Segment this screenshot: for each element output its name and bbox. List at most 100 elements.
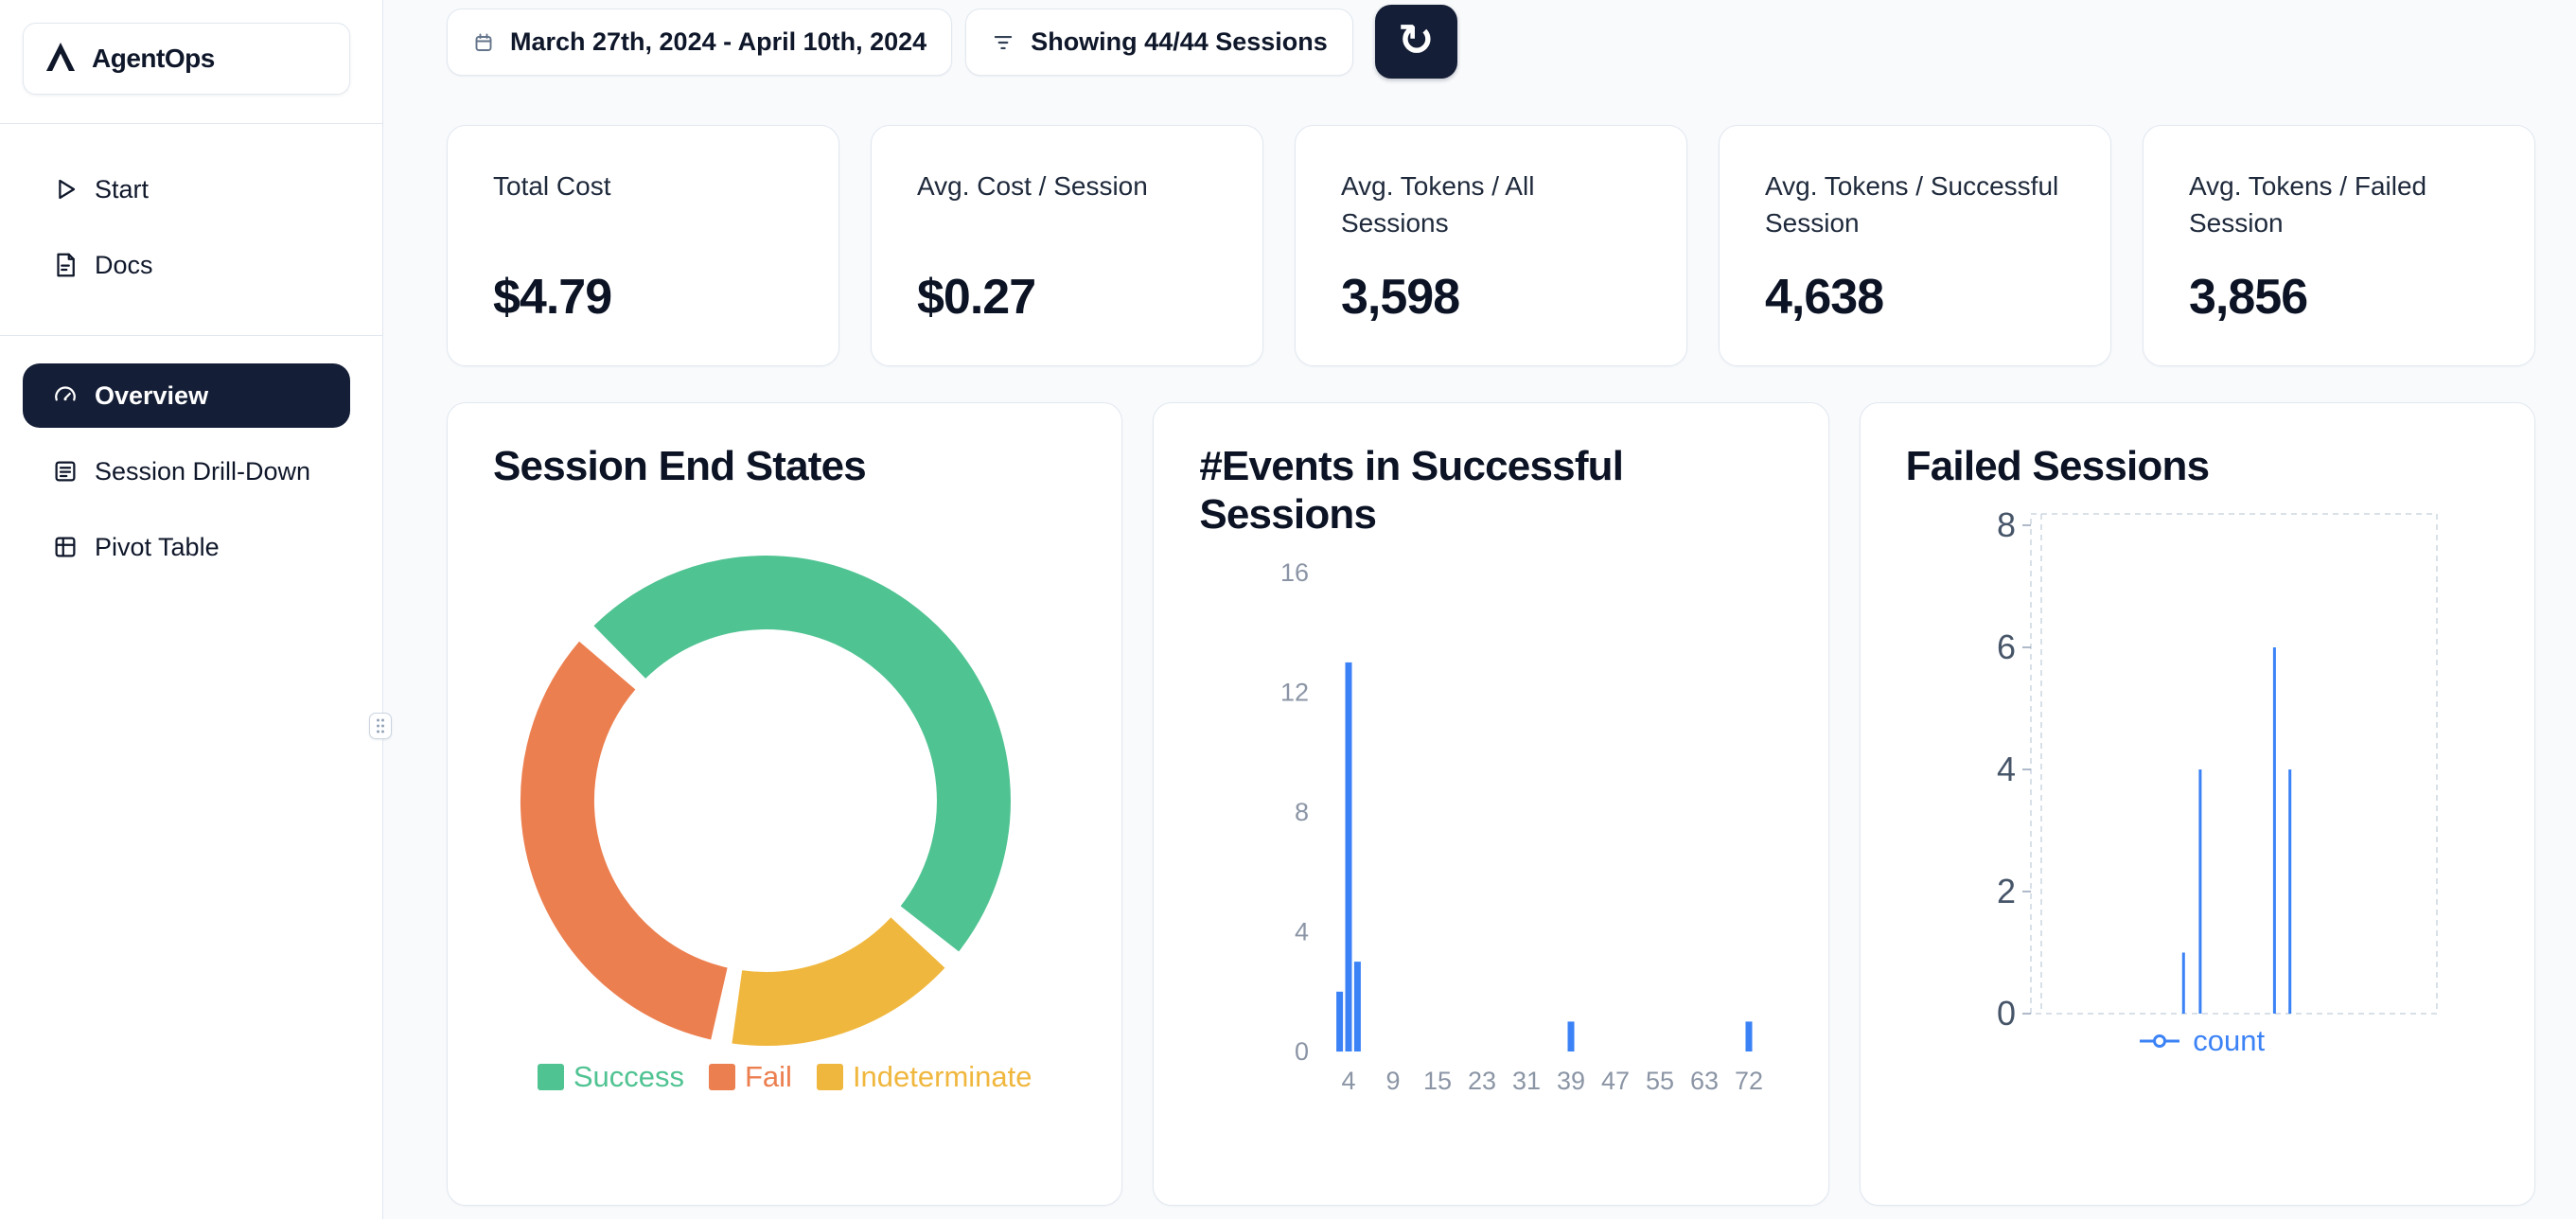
stat-label: Avg. Cost / Session [917, 171, 1148, 201]
histogram-bar[interactable] [1745, 1021, 1753, 1051]
legend-item-indeterminate[interactable]: Indeterminate [816, 1060, 1032, 1094]
histogram-bar[interactable] [1345, 662, 1352, 1051]
count-legend-label: count [2193, 1024, 2266, 1057]
x-tick-label: 23 [1468, 1067, 1496, 1095]
sidebar-item-docs[interactable]: Docs [23, 235, 350, 295]
x-tick-label: 4 [1342, 1067, 1356, 1095]
x-tick-label: 31 [1512, 1067, 1541, 1095]
stat-value: $4.79 [493, 270, 612, 325]
chart-title: #Events in Successful Sessions [1199, 443, 1624, 538]
sidebar-item-label: Start [95, 174, 150, 203]
y-tick-label: 8 [1997, 512, 2016, 544]
gauge-icon [49, 380, 81, 412]
x-tick-label: 39 [1557, 1067, 1585, 1095]
play-icon [49, 173, 81, 205]
failed-sessions-spike-chart[interactable]: 0 2 4 6 8 [1936, 512, 2466, 1042]
events-histogram-chart[interactable]: 0 4 8 12 16 4 9 15 23 31 39 47 55 63 72 [1239, 563, 1826, 1112]
sidebar-item-label: Overview [95, 380, 209, 410]
toolbar: March 27th, 2024 - April 10th, 2024 Show… [447, 5, 1457, 79]
sidebar-resize-handle[interactable] [369, 713, 392, 739]
donut-segment-indeterminate[interactable] [732, 916, 945, 1046]
sidebar-item-label: Docs [95, 250, 153, 279]
chart-card-session-end-states: Session End States Success Fail Indetermin… [447, 402, 1123, 1206]
x-tick-label: 72 [1735, 1067, 1763, 1095]
session-filter-label: Showing 44/44 Sessions [1031, 27, 1328, 56]
legend-label: Indeterminate [852, 1060, 1032, 1093]
donut-segment-fail[interactable] [520, 641, 729, 1040]
x-tick-label: 9 [1386, 1067, 1401, 1095]
docs-icon [49, 249, 81, 281]
legend-item-fail[interactable]: Fail [708, 1060, 792, 1094]
y-tick-label: 4 [1295, 918, 1309, 946]
stats-row: Total Cost $4.79 Avg. Cost / Session $0.… [447, 125, 2535, 366]
y-tick-label: 12 [1280, 679, 1309, 707]
sidebar-item-start[interactable]: Start [23, 159, 350, 220]
x-tick-label: 15 [1423, 1067, 1452, 1095]
y-tick-label: 0 [1997, 994, 2016, 1033]
date-range-label: March 27th, 2024 - April 10th, 2024 [510, 27, 927, 56]
y-tick-label: 8 [1295, 798, 1309, 826]
x-tick-label: 47 [1601, 1067, 1630, 1095]
app-logo[interactable]: AgentOps [23, 23, 350, 95]
stat-card-avg-cost-session: Avg. Cost / Session $0.27 [871, 125, 1263, 366]
grip-dots-icon [377, 718, 384, 733]
stat-label: Avg. Tokens / Successful Session [1765, 171, 2059, 238]
stat-card-avg-tokens-successful: Avg. Tokens / Successful Session 4,638 [1719, 125, 2111, 366]
sidebar-item-label: Session Drill-Down [95, 456, 311, 486]
count-legend-marker-icon [2140, 1034, 2180, 1048]
sidebar: AgentOps Start Docs Overview Session Dri… [0, 0, 383, 1219]
session-end-states-donut-chart[interactable] [510, 545, 1021, 1056]
y-tick-label: 0 [1295, 1037, 1309, 1066]
filter-icon [991, 30, 1015, 55]
calendar-icon [472, 31, 495, 54]
date-range-button[interactable]: March 27th, 2024 - April 10th, 2024 [447, 9, 953, 76]
sidebar-item-label: Pivot Table [95, 532, 220, 561]
stat-value: 3,856 [2189, 270, 2308, 325]
chart-card-events-in-successful-sessions: #Events in Successful Sessions 0 4 8 12 16 4 9… [1153, 402, 1829, 1206]
chart-card-failed-sessions: Failed Sessions 0 2 4 6 8 count [1859, 402, 2535, 1206]
donut-segment-success[interactable] [593, 556, 1012, 952]
x-tick-label: 55 [1646, 1067, 1674, 1095]
stat-value: $0.27 [917, 270, 1036, 325]
list-detail-icon [49, 455, 81, 487]
sidebar-item-session-drill-down[interactable]: Session Drill-Down [23, 441, 350, 502]
histogram-bar[interactable] [1354, 962, 1362, 1051]
y-tick-label: 16 [1280, 563, 1309, 587]
refresh-button[interactable]: ↻ [1374, 5, 1457, 79]
plot-border [2029, 513, 2438, 1015]
chart-title: Failed Sessions [1905, 443, 2210, 489]
agentops-logo-icon [43, 39, 79, 80]
sidebar-item-overview[interactable]: Overview [23, 363, 350, 428]
x-tick-label: 63 [1690, 1067, 1719, 1095]
stat-value: 4,638 [1765, 270, 1884, 325]
histogram-bar[interactable] [1336, 991, 1344, 1052]
stat-card-avg-tokens-failed: Avg. Tokens / Failed Session 3,856 [2143, 125, 2535, 366]
stat-card-total-cost: Total Cost $4.79 [447, 125, 839, 366]
stat-label: Total Cost [493, 171, 611, 201]
sidebar-item-pivot-table[interactable]: Pivot Table [23, 517, 350, 577]
legend-item-success[interactable]: Success [537, 1060, 684, 1094]
app-title: AgentOps [92, 44, 215, 73]
count-legend[interactable]: count [1999, 1024, 2405, 1058]
legend-swatch [816, 1064, 843, 1090]
legend-label: Success [573, 1060, 684, 1093]
y-tick-label: 4 [1997, 750, 2016, 788]
pivot-table-icon [49, 531, 81, 563]
charts-row: Session End States Success Fail Indetermin… [447, 402, 2535, 1206]
legend-swatch [708, 1064, 735, 1090]
divider [0, 335, 382, 336]
y-tick-label: 6 [1997, 627, 2016, 666]
stat-label: Avg. Tokens / Failed Session [2189, 171, 2427, 238]
donut-legend: Success Fail Indeterminate [448, 1060, 1121, 1094]
refresh-icon: ↻ [1398, 15, 1435, 64]
chart-title: Session End States [493, 443, 867, 489]
stat-card-avg-tokens-all: Avg. Tokens / All Sessions 3,598 [1295, 125, 1687, 366]
stat-value: 3,598 [1341, 270, 1460, 325]
divider [0, 123, 382, 124]
y-tick-label: 2 [1997, 872, 2016, 910]
histogram-bar[interactable] [1567, 1021, 1575, 1051]
stat-label: Avg. Tokens / All Sessions [1341, 171, 1535, 238]
session-filter-button[interactable]: Showing 44/44 Sessions [965, 9, 1353, 76]
legend-label: Fail [744, 1060, 792, 1093]
legend-swatch [537, 1064, 564, 1090]
